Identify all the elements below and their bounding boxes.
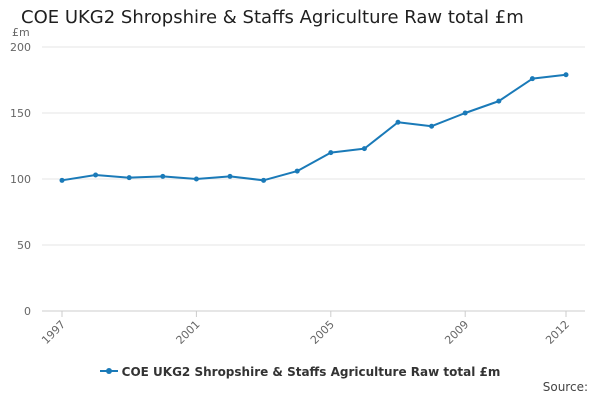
x-tick-label: 2001 xyxy=(174,318,203,347)
data-point[interactable] xyxy=(395,119,401,125)
y-tick-label: 200 xyxy=(10,41,31,54)
series-group xyxy=(59,72,569,183)
data-point[interactable] xyxy=(93,172,99,178)
data-point[interactable] xyxy=(261,177,267,183)
x-tick-label: 2012 xyxy=(543,318,572,347)
data-point[interactable] xyxy=(429,123,435,129)
source-label: Source: xyxy=(542,380,588,394)
data-point[interactable] xyxy=(160,173,166,179)
data-point[interactable] xyxy=(462,110,468,116)
y-tick-label: 50 xyxy=(17,239,31,252)
data-point[interactable] xyxy=(294,168,300,174)
legend-label: COE UKG2 Shropshire & Staffs Agriculture… xyxy=(121,365,501,379)
x-tick-label: 2009 xyxy=(442,318,471,347)
data-point[interactable] xyxy=(563,72,569,78)
data-point[interactable] xyxy=(227,173,233,179)
chart-title: COE UKG2 Shropshire & Staffs Agriculture… xyxy=(21,7,524,28)
legend[interactable]: COE UKG2 Shropshire & Staffs Agriculture… xyxy=(0,365,600,379)
data-point[interactable] xyxy=(59,177,65,183)
y-tick-label: 100 xyxy=(10,173,31,186)
legend-line-icon xyxy=(99,367,118,374)
data-point[interactable] xyxy=(361,146,367,152)
data-point[interactable] xyxy=(328,150,334,156)
data-point[interactable] xyxy=(126,175,132,181)
series-line xyxy=(61,73,567,182)
y-tick-label: 150 xyxy=(10,107,31,120)
x-axis: 1997 2001 2005 2009 2012 xyxy=(39,311,572,347)
x-tick-label: 1997 xyxy=(39,318,68,347)
grid-lines xyxy=(42,46,585,312)
y-tick-label: 0 xyxy=(24,305,31,318)
data-point[interactable] xyxy=(193,176,199,182)
data-point[interactable] xyxy=(529,76,535,82)
y-axis-unit-label: £m xyxy=(12,26,30,39)
y-axis: 0 50 100 150 200 xyxy=(10,41,31,318)
x-tick-label: 2005 xyxy=(308,318,337,347)
data-point[interactable] xyxy=(496,98,502,104)
